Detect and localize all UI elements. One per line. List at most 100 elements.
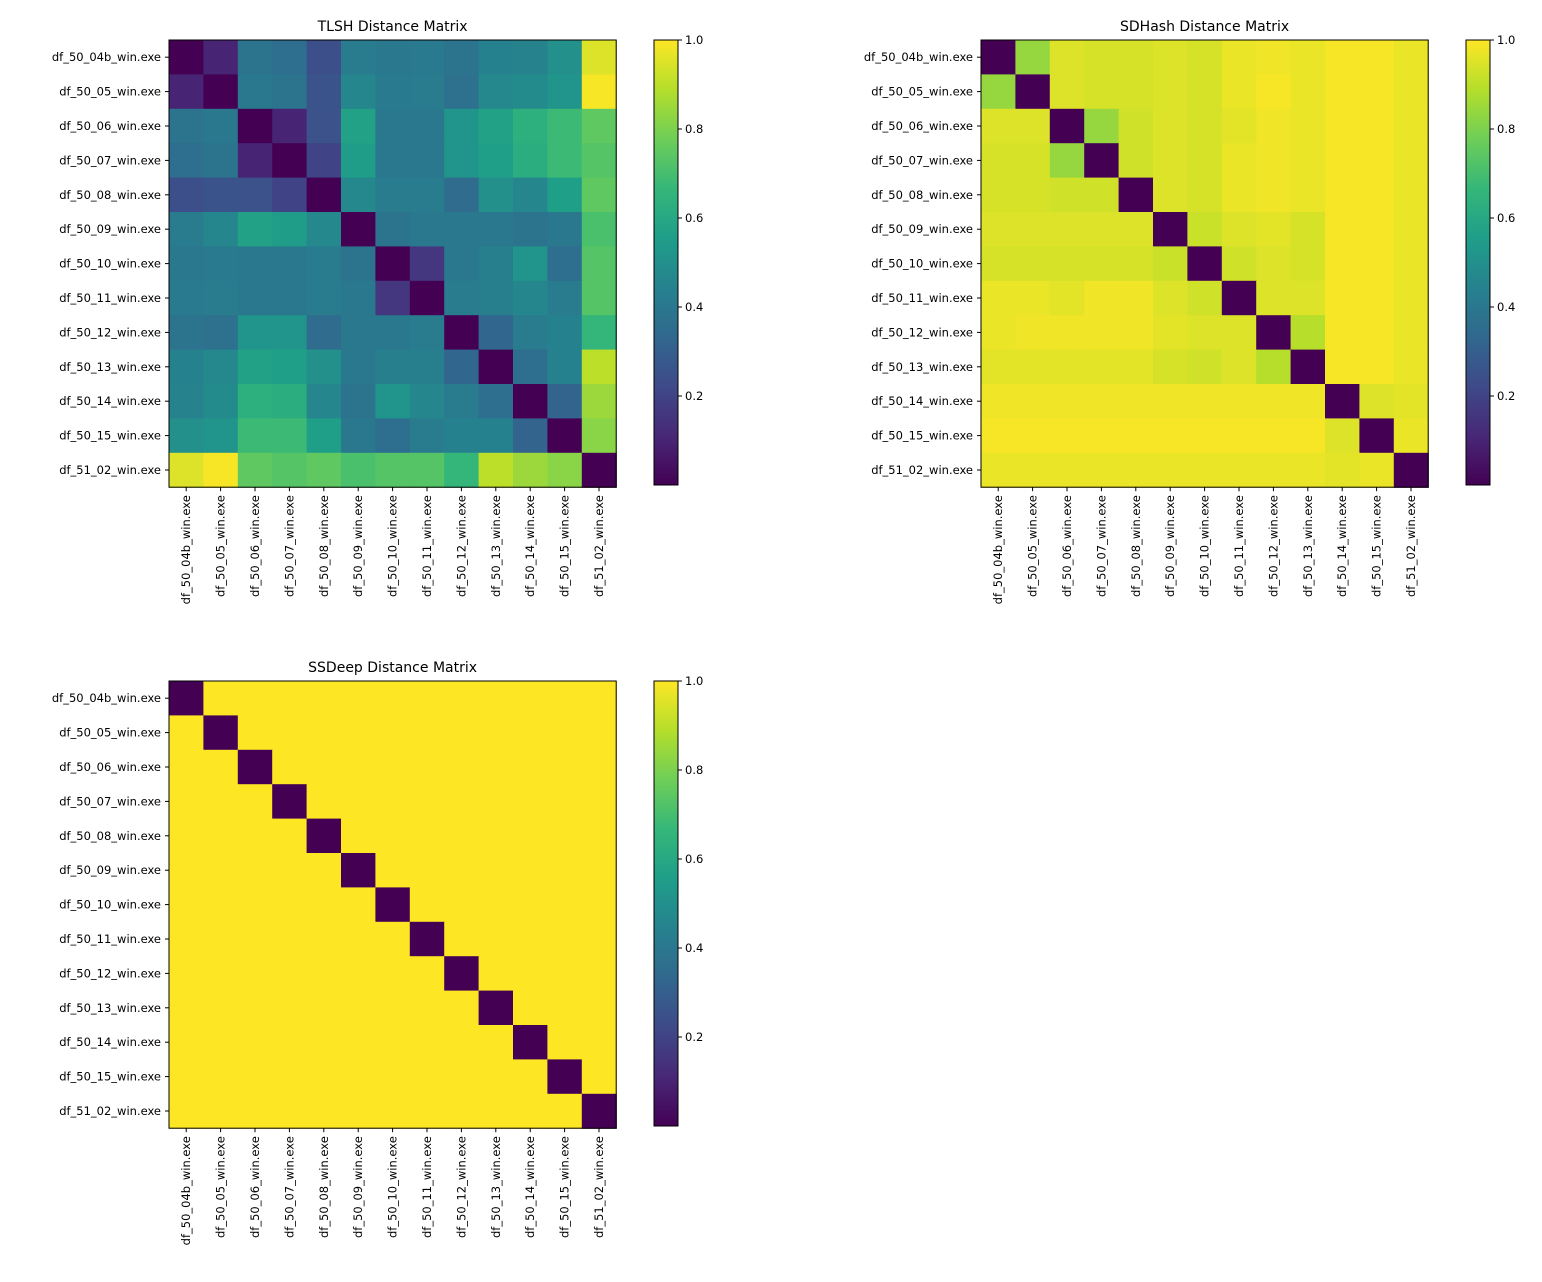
- heatmap-cell: [444, 1025, 480, 1060]
- heatmap-cell: [1325, 384, 1360, 419]
- heatmap-cell: [1187, 74, 1223, 110]
- heatmap-cell: [1359, 74, 1395, 110]
- y-tick-label: df_50_14_win.exe: [59, 1035, 161, 1049]
- heatmap-cell: [237, 108, 273, 144]
- x-tick-label: df_50_10_win.exe: [386, 495, 400, 597]
- heatmap-cell: [237, 349, 273, 385]
- heatmap-cell: [1221, 40, 1257, 75]
- heatmap-cell: [513, 990, 548, 1026]
- heatmap-cell: [375, 1025, 411, 1060]
- heatmap-cell: [272, 280, 308, 316]
- heatmap-cell: [409, 108, 445, 144]
- heatmap-cell: [547, 177, 583, 213]
- heatmap-cell: [513, 818, 548, 854]
- heatmap-cell: [444, 1093, 480, 1129]
- heatmap-cell: [1084, 74, 1120, 110]
- heatmap-cell: [513, 384, 548, 419]
- heatmap-cell: [306, 246, 342, 282]
- colorbar-tick-label: 0.4: [1497, 300, 1515, 314]
- heatmap-cell: [513, 1025, 548, 1060]
- heatmap-cell: [1049, 40, 1085, 75]
- heatmap-cell: [409, 246, 445, 282]
- heatmap-cell: [237, 921, 273, 957]
- heatmap-cell: [1084, 452, 1120, 488]
- heatmap-cell: [547, 74, 583, 110]
- heatmap-cell: [513, 349, 548, 385]
- heatmap-cell: [203, 818, 239, 854]
- heatmap-cell: [547, 452, 583, 488]
- heatmap-cell: [237, 177, 273, 213]
- heatmap-cell: [547, 349, 583, 385]
- heatmap-cell: [169, 749, 204, 785]
- heatmap-cell: [272, 143, 308, 179]
- colorbar-gradient: [653, 39, 679, 486]
- heatmap-cell: [203, 418, 239, 454]
- heatmap-cell: [375, 715, 411, 751]
- heatmap-cell: [237, 40, 273, 75]
- heatmap-cell: [409, 212, 445, 247]
- heatmap-cell: [1393, 177, 1429, 213]
- heatmap-cell: [203, 177, 239, 213]
- heatmap-cell: [272, 853, 308, 888]
- heatmap-cell: [375, 921, 411, 957]
- y-tick-label: df_50_07_win.exe: [59, 794, 161, 808]
- heatmap-cell: [375, 280, 411, 316]
- heatmap-cell: [478, 212, 514, 247]
- heatmap-cell: [444, 246, 480, 282]
- heatmap-cell: [409, 921, 445, 957]
- heatmap-cell: [513, 74, 548, 110]
- heatmap-cell: [203, 349, 239, 385]
- heatmap-cell: [981, 74, 1016, 110]
- heatmap-cell: [272, 784, 308, 820]
- heatmap-cell: [341, 715, 376, 751]
- heatmap-cell: [1359, 349, 1395, 385]
- heatmap-cell: [513, 108, 548, 144]
- heatmap-cell: [1393, 74, 1429, 110]
- y-tick-label: df_50_15_win.exe: [871, 429, 973, 443]
- heatmap-cell: [1221, 384, 1257, 419]
- heatmap-cell: [581, 143, 617, 179]
- heatmap-cell: [1393, 212, 1429, 247]
- heatmap-cell: [341, 40, 376, 75]
- heatmap-cell: [1084, 143, 1120, 179]
- colorbar-tick-label: 0.4: [685, 941, 703, 955]
- y-tick-label: df_50_09_win.exe: [59, 222, 161, 236]
- x-tick-label: df_50_05_win.exe: [214, 495, 228, 597]
- heatmap-cell: [581, 784, 617, 820]
- colorbar-tick-label: 1.0: [685, 674, 703, 688]
- y-tick-label: df_50_06_win.exe: [871, 119, 973, 133]
- heatmap-cell: [1084, 108, 1120, 144]
- heatmap-cell: [203, 1093, 239, 1129]
- heatmap-cell: [272, 749, 308, 785]
- heatmap-cell: [237, 749, 273, 785]
- heatmap-cell: [1049, 177, 1085, 213]
- x-tick-label: df_50_11_win.exe: [420, 495, 434, 597]
- heatmap-cell: [581, 349, 617, 385]
- heatmap-cell: [1118, 108, 1154, 144]
- heatmap-cell: [1290, 74, 1326, 110]
- panel-title: TLSH Distance Matrix: [317, 19, 468, 35]
- heatmap-cell: [409, 749, 445, 785]
- heatmap-cell: [237, 384, 273, 419]
- heatmap-cell: [341, 246, 376, 282]
- x-tick-label: df_50_12_win.exe: [1266, 495, 1280, 597]
- heatmap-cell: [306, 921, 342, 957]
- heatmap-cell: [1187, 246, 1223, 282]
- heatmap-cell: [1290, 108, 1326, 144]
- heatmap-cell: [547, 418, 583, 454]
- heatmap-cell: [547, 315, 583, 351]
- x-tick-label: df_50_13_win.exe: [1301, 495, 1315, 597]
- heatmap-cell: [547, 212, 583, 247]
- y-tick-label: df_50_13_win.exe: [871, 360, 973, 374]
- heatmap-cell: [169, 212, 204, 247]
- x-tick-label: df_50_07_win.exe: [282, 1136, 296, 1238]
- heatmap-cell: [306, 452, 342, 488]
- heatmap-cell: [1153, 108, 1188, 144]
- heatmap-cell: [581, 956, 617, 992]
- heatmap-cell: [1084, 280, 1120, 316]
- heatmap-cell: [409, 681, 445, 716]
- heatmap-cells: [169, 40, 617, 488]
- heatmap-cell: [237, 74, 273, 110]
- heatmap-cell: [444, 74, 480, 110]
- heatmap-cell: [581, 452, 617, 488]
